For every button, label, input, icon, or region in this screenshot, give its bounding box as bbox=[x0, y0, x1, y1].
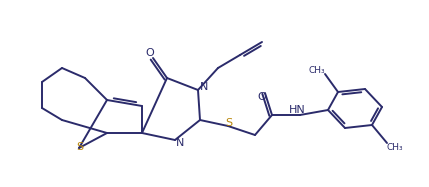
Text: N: N bbox=[176, 138, 184, 148]
Text: S: S bbox=[76, 142, 84, 152]
Text: S: S bbox=[225, 118, 233, 128]
Text: O: O bbox=[145, 48, 154, 58]
Text: O: O bbox=[258, 92, 266, 102]
Text: N: N bbox=[200, 82, 208, 92]
Text: HN: HN bbox=[289, 105, 305, 115]
Text: CH₃: CH₃ bbox=[387, 142, 403, 151]
Text: CH₃: CH₃ bbox=[309, 65, 325, 74]
